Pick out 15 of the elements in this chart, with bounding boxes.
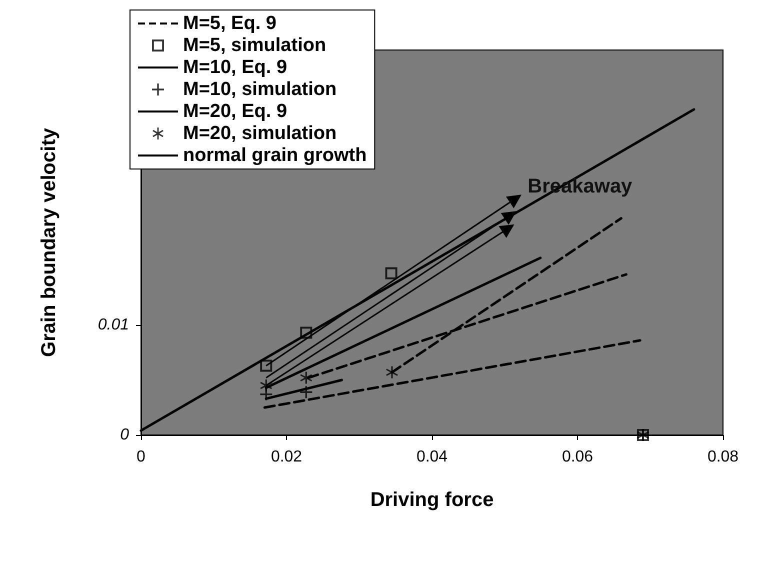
legend-label: M=20, Eq. 9: [183, 101, 288, 122]
x-tick-label: 0: [136, 448, 146, 466]
legend-label: M=10, simulation: [183, 79, 337, 100]
x-tick-label: 0.08: [707, 448, 739, 466]
x-tick-label: 0.06: [562, 448, 594, 466]
y-tick-label: 0.01: [98, 316, 129, 334]
legend-label: M=5, Eq. 9: [183, 13, 276, 34]
legend-label: M=5, simulation: [183, 35, 326, 56]
x-tick-label: 0.04: [416, 448, 448, 466]
x-tick-label: 0.02: [270, 448, 302, 466]
legend-label: M=10, Eq. 9: [183, 57, 288, 78]
legend-label: normal grain growth: [183, 145, 367, 166]
x-axis-title: Driving force: [370, 489, 494, 511]
y-axis-title: Grain boundary velocity: [38, 127, 60, 357]
legend-label: M=20, simulation: [183, 123, 337, 144]
